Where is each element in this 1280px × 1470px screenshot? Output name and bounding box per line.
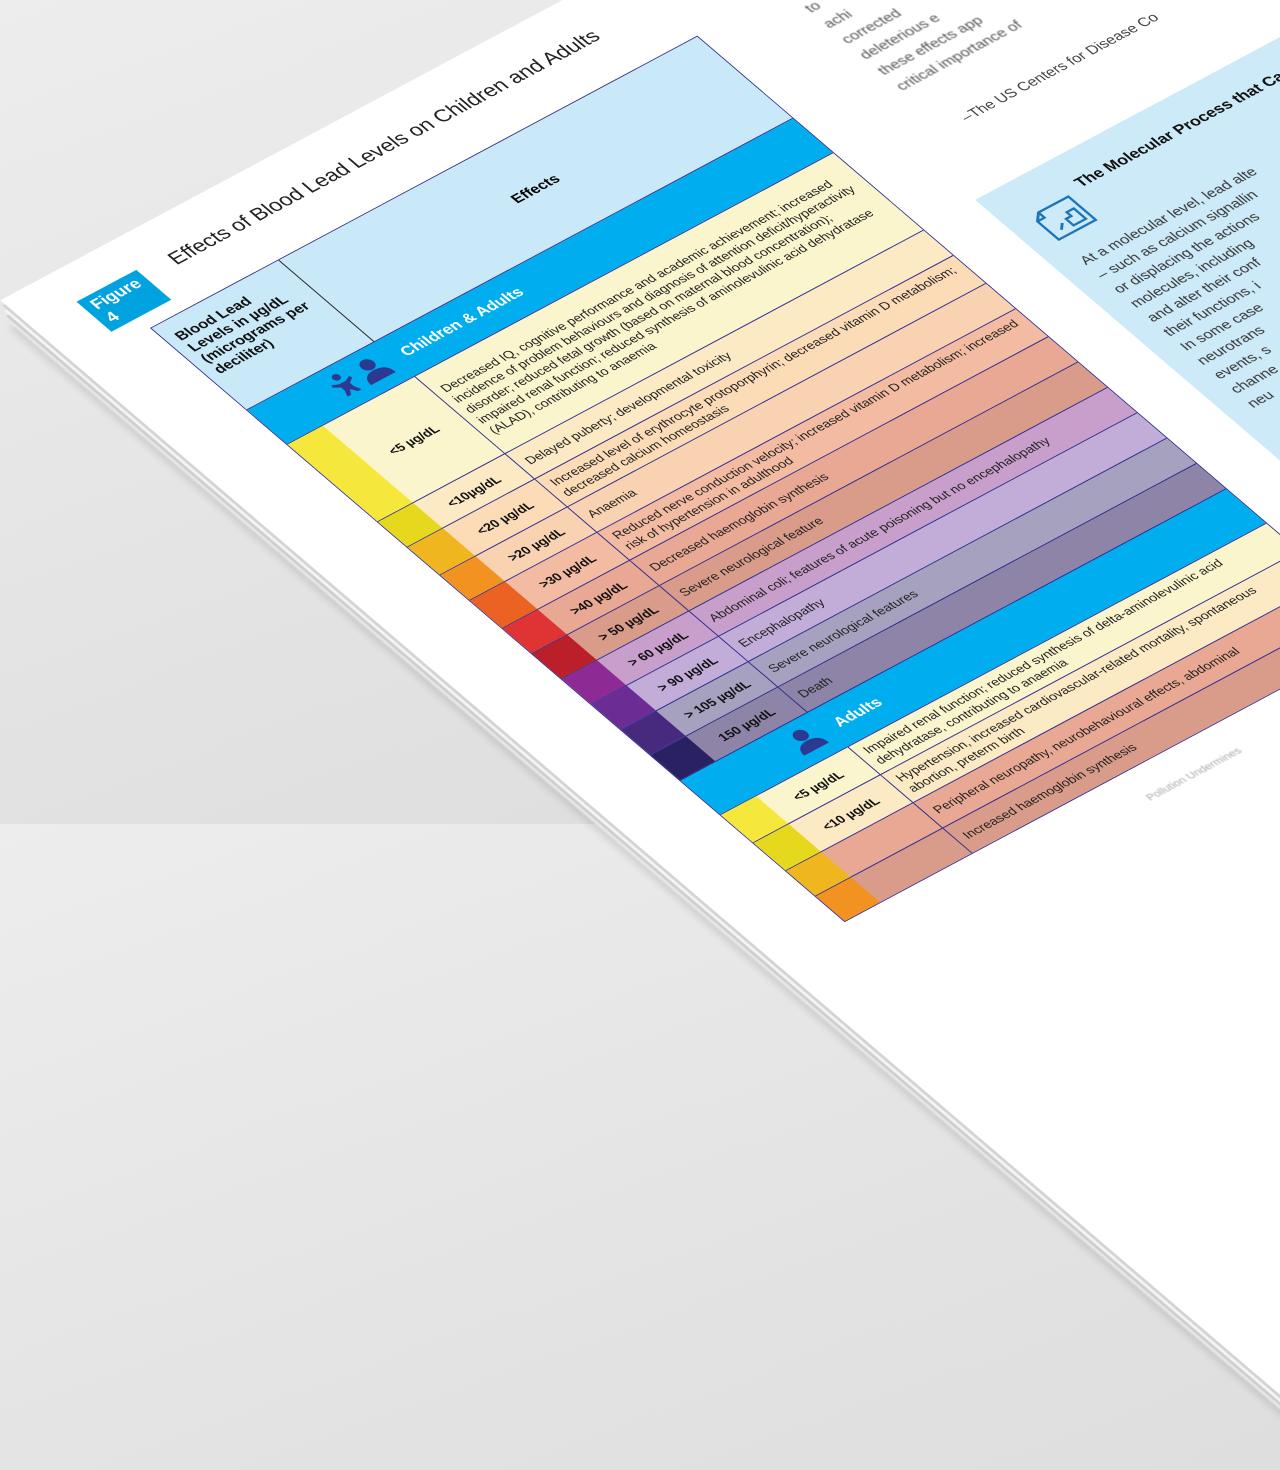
section-children-adults: Children & Adults — [247, 118, 833, 444]
blood-lead-effects-table: Blood Lead Levels in µg/dL (micrograms p… — [150, 35, 1280, 923]
adult-icon — [779, 722, 834, 760]
section-adults: Adults — [679, 488, 1266, 815]
document-chart-icon — [1028, 194, 1103, 245]
adult-icon — [346, 351, 401, 389]
child-icon — [322, 368, 370, 402]
sidebar-box-molecular-process: The Molecular Process that Causes Lead T… — [975, 0, 1280, 655]
